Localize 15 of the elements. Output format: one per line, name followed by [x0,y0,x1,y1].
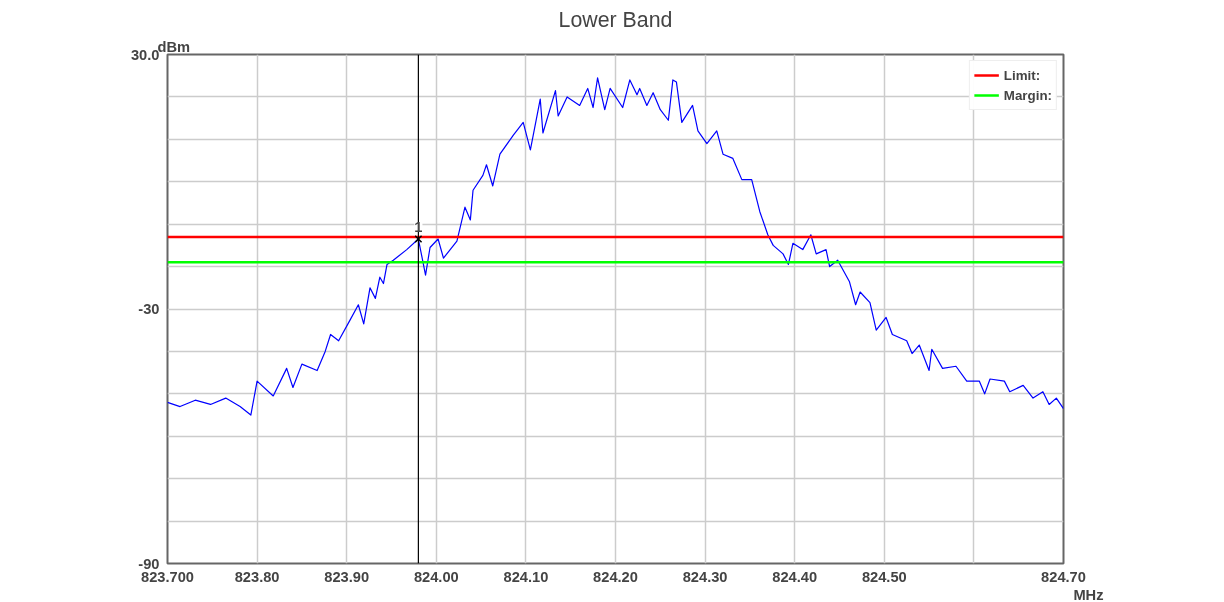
legend-label: Margin: [1003,87,1052,103]
x-tick-label: 824.00 [413,568,459,585]
x-axis-title: MHz [1073,586,1104,602]
x-tick-label: 823.80 [234,568,280,585]
x-tick-label: 824.70 [1041,568,1086,585]
chart-title: Lower Band [558,7,673,32]
annotation: 1 [414,219,423,236]
x-tick-label: 824.10 [503,568,549,585]
y-tick-label: -30 [138,301,160,317]
legend-label: Limit: [1003,67,1041,83]
x-tick-label: 824.40 [772,568,818,585]
x-tick-label: 824.30 [682,568,728,585]
x-tick-label: 823.90 [324,568,370,585]
x-tick-label: 824.50 [861,568,907,585]
x-tick-label: 824.20 [593,568,638,585]
